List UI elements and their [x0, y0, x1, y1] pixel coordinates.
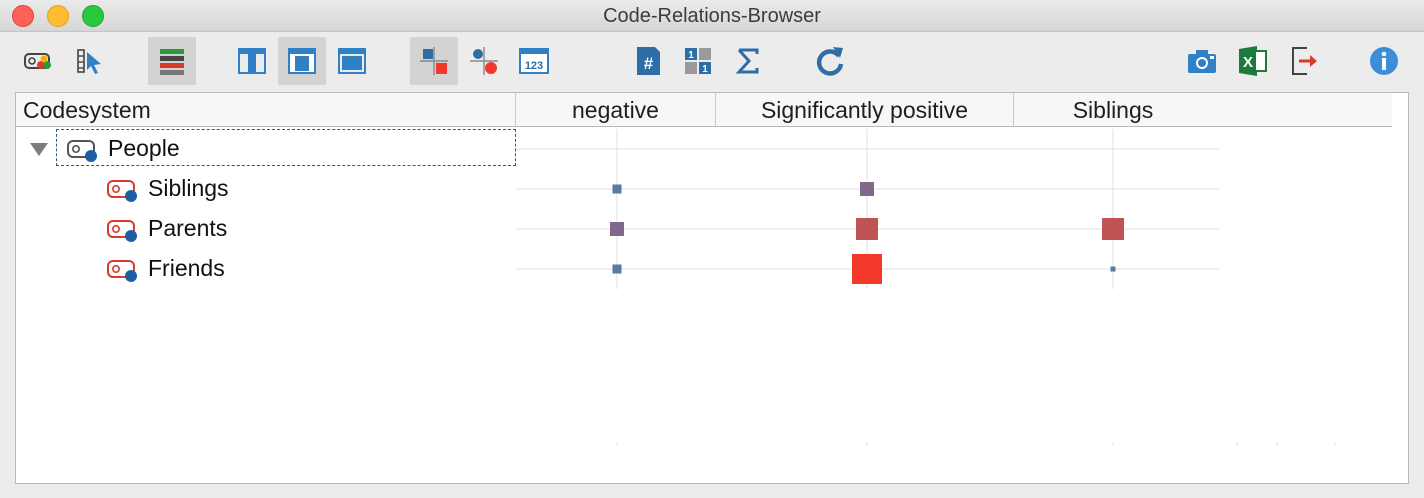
code-colors-button[interactable] [148, 37, 196, 85]
select-segments-icon [77, 49, 101, 74]
select-segments-button[interactable] [66, 37, 114, 85]
relations-matrix [516, 129, 1336, 446]
tree-row-parents[interactable]: Parents [16, 209, 516, 249]
svg-text:123: 123 [525, 60, 543, 72]
code-icon [107, 220, 137, 242]
hash-icon: # [637, 47, 660, 75]
tree-row-label: Parents [148, 215, 228, 241]
relation-square [612, 264, 622, 274]
column-header-negative[interactable]: negative [516, 93, 716, 127]
tree-row-label: Siblings [148, 175, 229, 201]
binary-icon: 1 1 [685, 48, 711, 75]
refresh-icon [816, 47, 844, 76]
symbol-squares-button[interactable] [410, 37, 458, 85]
close-window-button[interactable] [12, 5, 34, 27]
svg-text:#: # [644, 54, 654, 73]
layout-full-icon [338, 48, 366, 74]
excel-icon: X [1239, 46, 1267, 76]
hash-button[interactable]: # [624, 37, 672, 85]
layout-left-icon [238, 48, 266, 74]
export-icon [1292, 47, 1317, 75]
relation-square [612, 184, 622, 194]
tree-row-friends[interactable]: Friends [16, 249, 516, 289]
screenshot-button[interactable] [1178, 37, 1226, 85]
tree-row-label: People [108, 135, 180, 161]
symbol-circles-button[interactable] [460, 37, 508, 85]
symbol-circles-icon [470, 47, 498, 75]
layout-center-icon [288, 48, 316, 74]
symbol-squares-icon [420, 47, 448, 75]
sum-button[interactable] [724, 37, 772, 85]
numbers-icon: 123 [519, 48, 549, 74]
column-header-significantly-positive[interactable]: Significantly positive [716, 93, 1014, 127]
code-system-icon [24, 53, 51, 69]
refresh-button[interactable] [806, 37, 854, 85]
relation-square [610, 222, 624, 236]
code-group-icon [67, 140, 97, 162]
window-title: Code-Relations-Browser [603, 5, 821, 27]
layout-center-button[interactable] [278, 37, 326, 85]
export-button[interactable] [1280, 37, 1328, 85]
code-colors-icon [160, 49, 184, 75]
layout-left-button[interactable] [228, 37, 276, 85]
focus-ring [56, 129, 516, 166]
camera-icon [1188, 50, 1216, 73]
relation-square [852, 254, 882, 284]
binary-button[interactable]: 1 1 [674, 37, 722, 85]
svg-text:1: 1 [688, 50, 694, 61]
relation-square [860, 182, 874, 196]
tree-row-siblings[interactable]: Siblings [16, 169, 516, 209]
tree-row-people[interactable]: People [16, 129, 516, 169]
codes-button[interactable] [14, 37, 62, 85]
code-icon [107, 180, 137, 202]
column-header-codesystem[interactable]: Codesystem [16, 93, 516, 127]
code-icon [107, 260, 137, 282]
zoom-window-button[interactable] [82, 5, 104, 27]
export-excel-button[interactable]: X [1228, 37, 1276, 85]
layout-full-button[interactable] [328, 37, 376, 85]
show-numbers-button[interactable]: 123 [510, 37, 558, 85]
toolbar: 123 # 1 1 [0, 33, 1424, 89]
svg-text:X: X [1243, 54, 1253, 71]
code-relations-table: Codesystem negative Significantly positi… [15, 92, 1409, 484]
relation-square [856, 218, 878, 240]
tree-row-label: Friends [148, 255, 225, 281]
sum-icon [735, 48, 759, 74]
title-bar: Code-Relations-Browser [0, 0, 1424, 32]
column-header-siblings[interactable]: Siblings [1072, 97, 1154, 123]
relation-square [1102, 218, 1124, 240]
minimize-window-button[interactable] [47, 5, 69, 27]
disclosure-triangle-icon[interactable] [30, 143, 48, 156]
relation-square [1110, 266, 1116, 272]
table-header: Codesystem negative Significantly positi… [16, 93, 1392, 127]
svg-text:1: 1 [702, 64, 708, 75]
info-icon [1370, 47, 1398, 75]
info-button[interactable] [1360, 37, 1408, 85]
